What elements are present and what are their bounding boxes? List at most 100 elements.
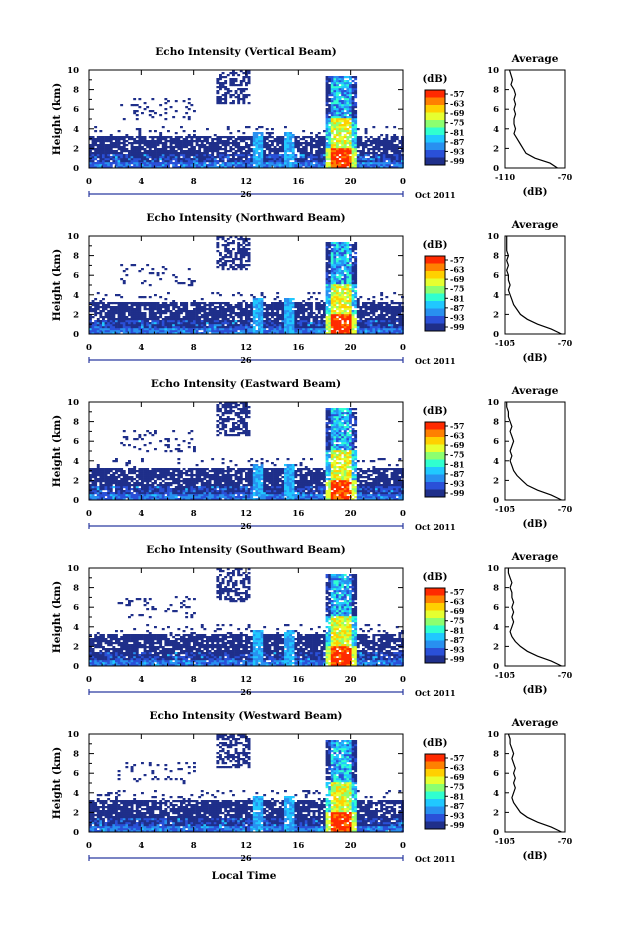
heatmap-cell bbox=[208, 304, 212, 307]
heatmap-cell bbox=[185, 136, 189, 139]
heatmap-cell bbox=[341, 298, 345, 301]
heatmap-cell bbox=[234, 72, 238, 75]
heatmap-cell bbox=[343, 308, 347, 311]
heatmap-cell bbox=[237, 242, 241, 245]
heatmap-cell bbox=[252, 142, 256, 145]
heatmap-cell bbox=[325, 128, 329, 131]
heatmap-cell bbox=[96, 150, 100, 153]
heatmap-cell bbox=[302, 318, 306, 321]
heatmap-cell bbox=[120, 158, 124, 161]
heatmap-cell bbox=[330, 326, 334, 329]
heatmap-cell bbox=[193, 134, 196, 137]
heatmap-cell bbox=[341, 160, 345, 163]
heatmap-cell bbox=[164, 326, 168, 329]
heatmap-cell bbox=[112, 498, 116, 501]
colorbar-swatch bbox=[425, 157, 445, 166]
heatmap-cell bbox=[102, 162, 105, 165]
heatmap-cell bbox=[341, 96, 345, 99]
heatmap-cell bbox=[302, 316, 306, 319]
heatmap-cell bbox=[315, 152, 319, 155]
heatmap-cell bbox=[268, 326, 272, 329]
heatmap-cell bbox=[159, 328, 163, 331]
heatmap-cell bbox=[167, 164, 170, 167]
heatmap-cell bbox=[234, 92, 238, 95]
heatmap-cell bbox=[317, 152, 321, 155]
heatmap-cell bbox=[226, 256, 230, 259]
heatmap-cell bbox=[369, 152, 373, 155]
heatmap-cell bbox=[312, 160, 316, 163]
heatmap-cell bbox=[107, 470, 111, 473]
heatmap-cell bbox=[130, 306, 134, 309]
heatmap-cell bbox=[281, 148, 285, 151]
heatmap-cell bbox=[94, 142, 98, 145]
heatmap-cell bbox=[302, 162, 306, 165]
heatmap-cell bbox=[187, 326, 191, 329]
heatmap-cell bbox=[112, 482, 116, 485]
heatmap-cell bbox=[317, 322, 321, 325]
heatmap-cell bbox=[372, 320, 376, 323]
heatmap-cell bbox=[198, 144, 202, 147]
heatmap-cell bbox=[232, 154, 235, 157]
heatmap-cell bbox=[172, 324, 176, 327]
heatmap-cell bbox=[343, 82, 347, 85]
heatmap-cell bbox=[354, 146, 358, 149]
heatmap-cell bbox=[354, 282, 358, 285]
heatmap-cell bbox=[401, 296, 404, 299]
heatmap-cell bbox=[291, 326, 295, 329]
heatmap-cell bbox=[393, 166, 397, 169]
heatmap-cell bbox=[325, 298, 329, 301]
heatmap-cell bbox=[341, 140, 345, 143]
heatmap-cell bbox=[122, 476, 126, 479]
heatmap-cell bbox=[333, 154, 337, 157]
heatmap-cell bbox=[174, 154, 178, 157]
heatmap-cell bbox=[304, 152, 308, 155]
heatmap-cell bbox=[333, 100, 337, 103]
heatmap-cell bbox=[315, 322, 319, 325]
heatmap-cell bbox=[89, 166, 92, 169]
heatmap-cell bbox=[151, 268, 155, 271]
heatmap-cell bbox=[190, 280, 194, 283]
heatmap-cell bbox=[182, 162, 186, 165]
heatmap-cell bbox=[94, 140, 98, 143]
heatmap-cell bbox=[226, 320, 230, 323]
heatmap-cell bbox=[330, 274, 334, 277]
heatmap-cell bbox=[146, 320, 150, 323]
heatmap-cell bbox=[294, 324, 298, 327]
heatmap-cell bbox=[130, 146, 134, 149]
heatmap-cell bbox=[216, 306, 220, 309]
heatmap-cell bbox=[328, 320, 332, 323]
heatmap-cell bbox=[291, 166, 295, 169]
heatmap-cell bbox=[239, 154, 243, 157]
heatmap-cell bbox=[291, 310, 295, 313]
heatmap-cell bbox=[325, 276, 329, 279]
heatmap-cell bbox=[273, 320, 277, 323]
heatmap-cell bbox=[109, 316, 113, 319]
heatmap-cell bbox=[255, 156, 259, 159]
heatmap-cell bbox=[336, 284, 339, 287]
heatmap-cell bbox=[273, 318, 277, 321]
heatmap-cell bbox=[120, 474, 124, 477]
heatmap-cell bbox=[325, 150, 329, 153]
heatmap-cell bbox=[164, 140, 168, 143]
heatmap-cell bbox=[112, 162, 116, 165]
heatmap-cell bbox=[343, 156, 347, 159]
heatmap-cell bbox=[164, 328, 168, 331]
heatmap-cell bbox=[302, 158, 306, 161]
heatmap-cell bbox=[125, 462, 129, 465]
heatmap-cell bbox=[343, 286, 347, 289]
heatmap-cell bbox=[143, 144, 147, 147]
heatmap-cell bbox=[187, 284, 191, 287]
heatmap-cell bbox=[91, 160, 95, 163]
heatmap-cell bbox=[349, 256, 352, 259]
heatmap-cell bbox=[138, 98, 142, 101]
heatmap-cell bbox=[138, 150, 142, 153]
heatmap-cell bbox=[349, 150, 352, 153]
heatmap-cell bbox=[122, 444, 126, 447]
heatmap-cell bbox=[401, 140, 404, 143]
heatmap-cell bbox=[250, 328, 254, 331]
heatmap-cell bbox=[154, 320, 157, 323]
heatmap-cell bbox=[185, 320, 189, 323]
heatmap-cell bbox=[164, 98, 168, 101]
heatmap-cell bbox=[343, 122, 347, 125]
heatmap-cell bbox=[164, 330, 168, 333]
